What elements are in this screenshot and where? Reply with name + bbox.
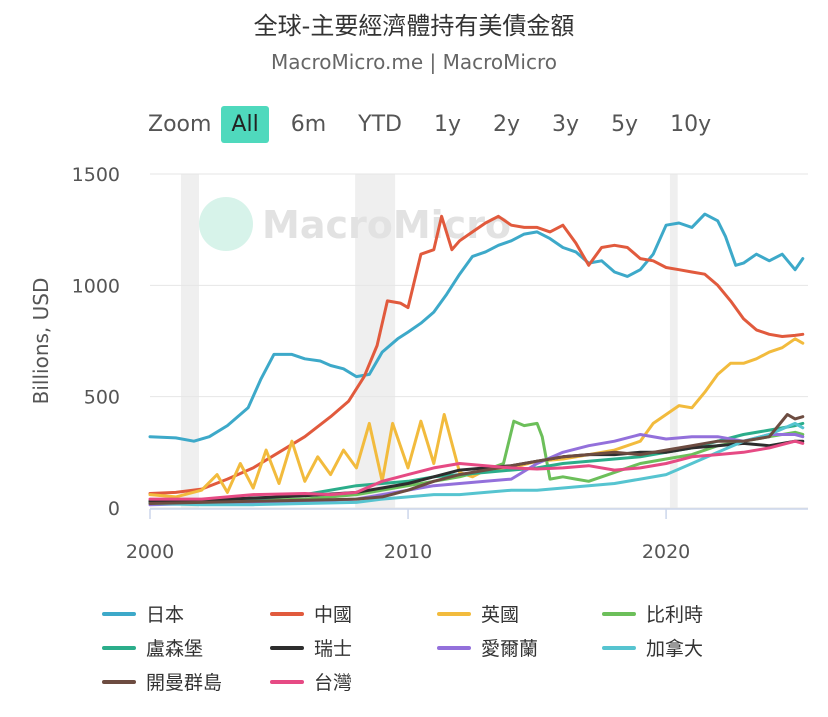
legend-swatch [602, 645, 636, 650]
chart-title: 全球-主要經濟體持有美債金額 [253, 12, 575, 40]
legend-swatch [102, 611, 136, 616]
legend-item[interactable]: 中國 [270, 600, 352, 627]
legend-label: 愛爾蘭 [481, 638, 539, 660]
zoom-button-1y[interactable]: 1y [433, 111, 461, 137]
legend-item[interactable]: 愛爾蘭 [437, 634, 538, 661]
series-line-1[interactable] [148, 212, 805, 443]
legend-swatch [437, 645, 471, 650]
series-line-8[interactable] [148, 421, 805, 507]
legend-swatch [270, 611, 304, 616]
recession-band [669, 174, 678, 508]
recession-band [180, 174, 200, 508]
legend-swatch [602, 611, 636, 616]
y-axis-label: Billions, USD [29, 278, 53, 405]
legend-swatch [437, 611, 471, 616]
zoom-button-all[interactable]: All [221, 105, 269, 143]
legend-label: 中國 [314, 604, 353, 626]
zoom-bar: Zoom All 6m YTD 1y 2y 3y 5y 10y [148, 104, 733, 144]
legend-item[interactable]: 盧森堡 [102, 634, 203, 661]
watermark-logo-icon [199, 197, 253, 251]
series-line-10[interactable] [148, 439, 805, 501]
legend-label: 加拿大 [646, 638, 704, 660]
legend-item[interactable]: 開曼群島 [102, 668, 222, 695]
legend-label: 比利時 [646, 604, 704, 626]
legend-swatch [102, 679, 136, 684]
series-line-9[interactable] [148, 413, 805, 505]
legend-item[interactable]: 英國 [437, 600, 519, 627]
zoom-button-3y[interactable]: 3y [552, 111, 580, 137]
legend-label: 瑞士 [314, 638, 353, 660]
zoom-button-6m[interactable]: 6m [290, 111, 327, 137]
legend-item[interactable]: 比利時 [602, 600, 703, 627]
legend-label: 台灣 [314, 672, 353, 694]
x-tick-label: 2020 [642, 541, 690, 563]
legend-label: 日本 [146, 604, 185, 626]
chart-area: 0 500 1000 1500 MacroMicro Billions, USD 2000 2… [29, 164, 808, 563]
y-tick-label: 1000 [72, 275, 120, 297]
chart-subtitle: MacroMicro.me | MacroMicro [271, 50, 557, 74]
legend-swatch [102, 645, 136, 650]
legend-item[interactable]: 日本 [102, 600, 184, 627]
x-tick-label: 2000 [126, 541, 174, 563]
watermark-text: MacroMicro [262, 203, 511, 247]
legend-label: 盧森堡 [146, 638, 204, 660]
legend-swatch [270, 645, 304, 650]
zoom-button-2y[interactable]: 2y [493, 111, 521, 137]
series-line-2[interactable] [148, 214, 805, 495]
legend-item[interactable]: 台灣 [270, 668, 352, 695]
legend-item[interactable]: 瑞士 [270, 634, 352, 661]
series-line-3[interactable] [148, 337, 805, 499]
x-tick-label: 2010 [384, 541, 432, 563]
legend-swatch [270, 679, 304, 684]
legend-item[interactable]: 加拿大 [602, 634, 703, 661]
y-tick-label: 0 [108, 498, 120, 520]
series-line-4[interactable] [148, 419, 805, 503]
zoom-button-10y[interactable]: 10y [670, 111, 712, 137]
legend-label: 英國 [481, 604, 520, 626]
zoom-button-5y[interactable]: 5y [611, 111, 639, 137]
legend-label: 開曼群島 [146, 672, 223, 694]
zoom-label: Zoom [148, 111, 212, 137]
y-tick-label: 500 [84, 387, 120, 409]
zoom-button-ytd[interactable]: YTD [358, 111, 402, 137]
y-tick-label: 1500 [72, 164, 120, 186]
